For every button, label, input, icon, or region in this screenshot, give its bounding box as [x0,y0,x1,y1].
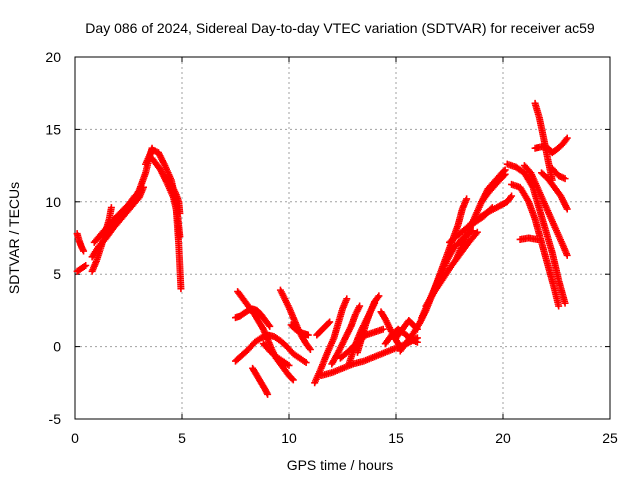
data-point [107,204,115,212]
data-point [266,322,274,330]
series-arc-27 [396,195,471,355]
data-point [82,262,90,270]
x-tick-label: 20 [495,430,511,446]
data-point [533,235,541,243]
series-arc-15 [259,340,293,369]
series-arc-1 [73,230,88,255]
data-point [562,136,570,144]
data-point [304,331,312,339]
data-point [325,319,333,327]
data-point [463,195,471,203]
data-point [265,321,273,329]
series-arc-16 [287,321,312,339]
data-point [302,359,310,367]
data-point [80,247,88,255]
series-arc-40 [548,164,569,183]
data-point [506,193,514,201]
data-point [80,262,88,270]
data-point [374,293,382,301]
data-point [264,390,272,398]
data-point [375,292,383,300]
data-point [473,228,481,236]
data-point [176,233,184,241]
series-arc-34 [503,160,569,307]
y-axis-label: SDTVAR / TECUs [6,182,22,294]
x-tick-label: 5 [178,430,186,446]
series-arc-36 [520,162,571,259]
grid-layer [75,57,610,419]
data-point [563,134,571,142]
series-arc-11 [232,305,274,330]
data-point [285,361,293,369]
data-point [561,299,569,307]
series-arc-38 [531,134,571,157]
series-arc-17 [311,295,351,387]
series-arc-32 [467,192,516,228]
data-point [501,170,509,178]
series-arc-33 [478,170,509,206]
data-point [472,230,480,238]
y-tick-label: 15 [45,121,61,137]
series-arc-13 [249,364,272,398]
data-point [177,285,185,293]
data-point [176,209,184,217]
data-point [500,171,508,179]
data-point [343,295,351,303]
series-arc-23 [353,292,383,356]
x-tick-label: 10 [281,430,297,446]
y-tick-label: 5 [53,266,61,282]
chart-title: Day 086 of 2024, Sidereal Day-to-day VTE… [85,20,595,36]
data-point [326,318,334,326]
data-point [289,376,297,384]
data-marks [73,99,571,398]
series-arc-35 [508,180,563,310]
data-point [306,345,314,353]
series-arc-39 [538,169,571,213]
series-arc-20 [328,302,364,368]
y-tick-label: 10 [45,194,61,210]
data-point [561,175,569,183]
y-tick-label: 0 [53,339,61,355]
series-arc-12 [232,331,310,367]
data-point [563,251,571,259]
data-point [555,302,563,310]
x-tick-label: 15 [388,430,404,446]
series-arc-18 [313,318,334,339]
y-tick-label: -5 [49,411,62,427]
x-tick-label: 25 [602,430,618,446]
ticks-layer: 0 5 10 15 20 25 -5 0 5 10 15 20 [45,49,618,446]
y-tick-label: 20 [45,49,61,65]
series-arc-41 [516,234,541,243]
data-point [288,375,296,383]
x-axis-label: GPS time / hours [287,457,394,473]
x-tick-label: 0 [71,430,79,446]
data-point [379,325,387,333]
data-point [413,338,421,346]
data-point [356,302,364,310]
data-point [394,340,402,348]
series-arc-26 [381,325,421,348]
data-point [508,192,516,200]
data-point [305,344,313,352]
data-point [563,205,571,213]
series-arc-9 [161,173,184,217]
series-arc-2 [73,262,90,275]
